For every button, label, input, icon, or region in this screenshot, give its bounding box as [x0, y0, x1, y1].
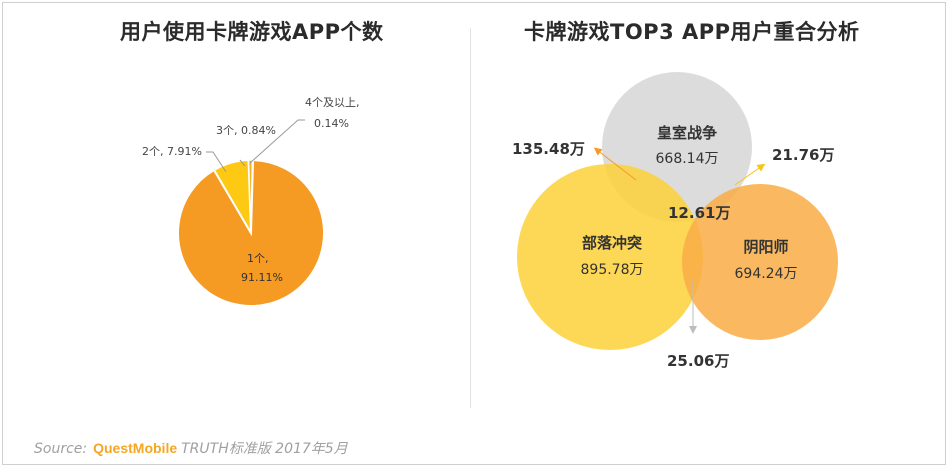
venn-circle-clash-of-clans: [517, 164, 703, 350]
overlap-arrow-cr-onmyoji: [734, 163, 766, 186]
leader-line-slice-2: [206, 151, 227, 173]
venn-label-onmyoji-value: 694.24万: [735, 266, 798, 282]
venn-overlap-all-three: 12.61万: [668, 204, 730, 222]
venn-label-clash-of-clans-value: 895.78万: [581, 262, 644, 278]
venn-chart-title: 卡牌游戏TOP3 APP用户重合分析: [524, 20, 860, 44]
pie-chart-title: 用户使用卡牌游戏APP个数: [120, 20, 384, 44]
venn-diagram: [517, 72, 838, 350]
source-brand: QuestMobile: [93, 440, 178, 456]
pie-chart: [177, 158, 325, 307]
pie-label-slice-2: 2个, 7.91%: [142, 145, 202, 158]
leader-line-slice-4: [249, 119, 305, 164]
pie-label-slice-1-name: 1个,: [247, 252, 269, 265]
pie-label-slice-1-value: 91.11%: [241, 271, 283, 284]
venn-circle-onmyoji: [682, 184, 838, 340]
venn-overlap-cr-onmyoji: 21.76万: [772, 146, 834, 164]
panel-divider: [470, 28, 471, 408]
pie-label-slice-4-name: 4个及以上,: [305, 96, 360, 109]
source-label: Source:: [34, 441, 88, 457]
source-detail: TRUTH标准版 2017年5月: [181, 441, 348, 457]
venn-label-clash-royale-name: 皇室战争: [657, 124, 717, 142]
venn-overlap-cr-coc: 135.48万: [512, 140, 585, 158]
venn-label-clash-of-clans-name: 部落冲突: [582, 234, 642, 252]
pie-label-slice-4-value: 0.14%: [314, 117, 349, 130]
venn-label-clash-royale-value: 668.14万: [656, 151, 719, 167]
venn-overlap-coc-onmyoji: 25.06万: [667, 352, 729, 370]
overlap-arrow-cr-coc: [593, 147, 637, 181]
leader-line-slice-3: [239, 159, 246, 167]
source-note: Source: QuestMobile TRUTH标准版 2017年5月: [34, 438, 348, 458]
venn-label-onmyoji-name: 阴阳师: [743, 238, 788, 256]
pie-label-slice-3: 3个, 0.84%: [216, 124, 276, 137]
